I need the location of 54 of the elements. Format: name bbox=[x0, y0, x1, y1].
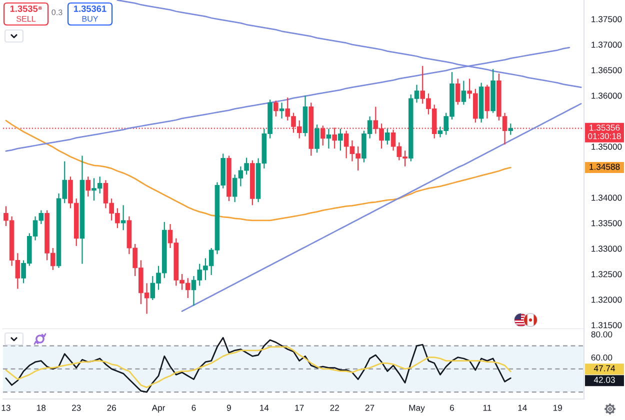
x-tick-label: 14 bbox=[260, 404, 269, 411]
x-tick-label: 14 bbox=[518, 404, 527, 411]
y-tick-label: 1.37000 bbox=[592, 42, 622, 48]
text: 1.34588 bbox=[590, 164, 620, 170]
annotation: 1.3535⁸ bbox=[10, 5, 42, 12]
y-tick-label: 80.00 bbox=[591, 331, 612, 338]
candlestick bbox=[338, 128, 343, 152]
y-tick-label: 1.32500 bbox=[592, 271, 622, 278]
x-tick-label: 6 bbox=[192, 404, 196, 411]
y-tick-label: 1.32000 bbox=[592, 296, 622, 303]
text: 42.03 bbox=[594, 376, 615, 383]
y-tick-label: 1.31500 bbox=[592, 322, 622, 328]
x-tick-label: 11 bbox=[483, 404, 492, 411]
text: 47.74 bbox=[594, 365, 616, 372]
candlestick bbox=[455, 78, 460, 106]
y-tick-label: 1.37500 bbox=[592, 16, 622, 22]
candlestick bbox=[461, 80, 466, 106]
candlestick bbox=[314, 124, 320, 154]
line-series bbox=[5, 336, 512, 393]
y-tick-label: 1.35000 bbox=[592, 144, 622, 150]
x-tick-label: 18 bbox=[37, 404, 46, 411]
annotation: SELL bbox=[16, 16, 36, 22]
ref-line-label: 1.35356 01:30:18 bbox=[588, 124, 621, 140]
x-tick-label: 9 bbox=[226, 404, 231, 411]
x-tick-label: 27 bbox=[365, 404, 374, 411]
x-tick-label: Apr bbox=[152, 404, 166, 413]
candlestick bbox=[274, 100, 278, 117]
x-tick-label: 17 bbox=[295, 404, 304, 411]
annotation: BUY bbox=[82, 16, 98, 22]
x-tick-label: 13 bbox=[2, 404, 10, 411]
annotation: 0.3 bbox=[52, 9, 62, 16]
line-series bbox=[5, 346, 512, 388]
y-tick-label: 1.34000 bbox=[592, 194, 622, 201]
annotation: 1.35361 bbox=[74, 5, 106, 12]
y-tick-label: 60.00 bbox=[591, 354, 612, 361]
candlestick bbox=[279, 102, 284, 120]
candlestick bbox=[484, 84, 490, 120]
candlestick bbox=[508, 123, 514, 136]
x-tick-label: May bbox=[409, 404, 425, 413]
candlestick bbox=[326, 128, 332, 150]
y-tick-label: 1.36500 bbox=[592, 67, 622, 74]
x-tick-label: 22 bbox=[330, 404, 339, 411]
x-tick-label: 19 bbox=[553, 404, 562, 411]
y-tick-label: 1.36000 bbox=[592, 92, 622, 99]
line-series bbox=[181, 102, 582, 312]
x-tick-label: 6 bbox=[450, 404, 454, 411]
x-tick-label: 26 bbox=[107, 404, 116, 411]
candlestick bbox=[86, 176, 90, 198]
line-series bbox=[5, 120, 512, 222]
candlestick bbox=[385, 128, 390, 146]
y-tick-label: 1.33000 bbox=[592, 246, 622, 252]
x-tick-label: 23 bbox=[72, 404, 81, 411]
candlestick bbox=[120, 204, 126, 231]
y-tick-label: 1.33500 bbox=[592, 220, 622, 226]
